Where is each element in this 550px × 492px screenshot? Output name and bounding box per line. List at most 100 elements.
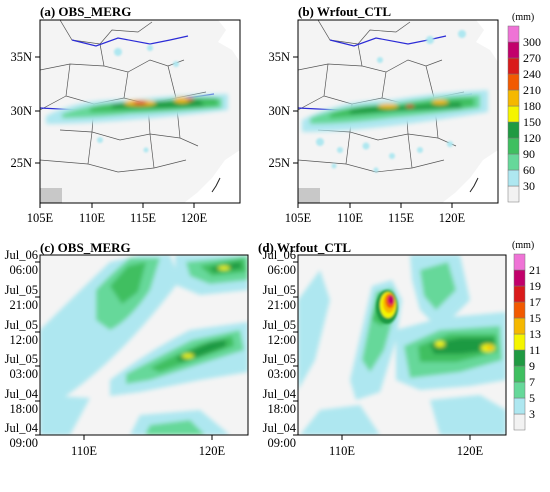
- panel-d-ytick-date: Jul_04: [263, 387, 297, 401]
- panel-c-ytick-time: 09:00: [10, 436, 38, 450]
- panel-c-ytick-time: 03:00: [10, 367, 38, 381]
- panel-a-title: (a) OBS_MERG: [40, 4, 131, 19]
- panel-d-ytick-time: 09:00: [268, 436, 296, 450]
- colorbar-bottom-label: 5: [529, 391, 535, 405]
- panel-a-xtick: 120E: [181, 211, 208, 225]
- panel-c-xtick: 110E: [71, 444, 97, 458]
- panel-a-ytick: 25N: [10, 156, 32, 170]
- panel-d: (d) Wrfout_CTL: [258, 240, 507, 458]
- panel-d-title: (d) Wrfout_CTL: [258, 240, 351, 255]
- panel-b: (b) Wrfout_CTL: [268, 4, 499, 225]
- panel-a-xtick: 110E: [79, 211, 105, 225]
- colorbar-top-label: 240: [523, 67, 541, 81]
- panel-a-xtick: 105E: [27, 211, 54, 225]
- panel-b-xtick: 105E: [285, 211, 312, 225]
- colorbar-top: 30 60 90 120 150 180 210 240 270 300: [507, 25, 541, 203]
- colorbar-bottom-swatch: [513, 349, 526, 367]
- colorbar-top-label: 150: [523, 115, 541, 129]
- panel-d-ytick-time: 06:00: [268, 263, 296, 277]
- colorbar-top-swatch: [507, 137, 520, 155]
- panel-d-ytick-time: 03:00: [268, 367, 296, 381]
- panel-c-ytick-labels: Jul_0606:00Jul_0521:00Jul_0512:00Jul_050…: [5, 248, 39, 450]
- panel-c-ytick-time: 18:00: [10, 402, 38, 416]
- panel-a: (a) OBS_MERG: [10, 4, 241, 225]
- panel-c: (c) OBS_MERG: [5, 240, 249, 458]
- panel-d-ytick-time: 12:00: [268, 333, 296, 347]
- colorbar-bottom-label: 21: [529, 263, 541, 277]
- colorbar-bottom-swatch: [513, 333, 526, 351]
- panel-b-ytick: 35N: [268, 50, 290, 64]
- colorbar-bottom-label: 17: [529, 295, 541, 309]
- panel-d-ytick-labels: Jul_0606:00Jul_0521:00Jul_0512:00Jul_050…: [263, 248, 297, 450]
- panel-d-ytick-time: 18:00: [268, 402, 296, 416]
- colorbar-bottom-swatch: [513, 301, 526, 319]
- panel-a-xtick: 115E: [130, 211, 156, 225]
- panel-b-title: (b) Wrfout_CTL: [298, 4, 391, 19]
- colorbar-top-label: 90: [523, 147, 535, 161]
- colorbar-bottom-label: 3: [529, 407, 535, 421]
- colorbar-bottom-unit: (mm): [512, 240, 534, 251]
- panel-d-ytick-date: Jul_06: [263, 248, 296, 262]
- colorbar-top-label: 300: [523, 35, 541, 49]
- panel-c-ytick-time: 06:00: [10, 263, 38, 277]
- colorbar-top-swatch: [507, 25, 520, 43]
- colorbar-bottom-swatch: [513, 365, 526, 383]
- panel-d-xtick: 110E: [329, 444, 355, 458]
- colorbar-bottom-swatch: [513, 253, 526, 271]
- panel-b-map: [298, 20, 498, 203]
- panel-c-title: (c) OBS_MERG: [40, 240, 131, 255]
- panel-b-xtick: 115E: [388, 211, 414, 225]
- panel-c-ytick-date: Jul_04: [5, 387, 39, 401]
- colorbar-top-swatch: [507, 73, 520, 91]
- colorbar-top-swatch: [507, 185, 520, 203]
- colorbar-top-label: 60: [523, 163, 535, 177]
- panel-d-ytick-date: Jul_05: [263, 318, 296, 332]
- panel-b-xtick: 110E: [337, 211, 363, 225]
- panel-c-ytick-time: 12:00: [10, 333, 38, 347]
- panel-b-xtick: 120E: [439, 211, 466, 225]
- colorbar-bottom-label: 9: [529, 359, 535, 373]
- colorbar-top-label: 210: [523, 83, 541, 97]
- colorbar-bottom-swatch: [513, 317, 526, 335]
- panel-d-xtick: 120E: [457, 444, 484, 458]
- colorbar-top-label: 120: [523, 131, 541, 145]
- panel-c-ytick-date: Jul_05: [5, 352, 38, 366]
- colorbar-bottom-swatch: [513, 285, 526, 303]
- colorbar-bottom-swatch: [513, 269, 526, 287]
- colorbar-bottom-label: 13: [529, 327, 541, 341]
- colorbar-top-unit: (mm): [512, 12, 534, 23]
- colorbar-bottom: 3 5 7 9 11 13 15 17 19 21: [513, 253, 541, 431]
- colorbar-top-swatch: [507, 121, 520, 139]
- panel-d-ytick-date: Jul_04: [263, 421, 297, 435]
- panel-c-xtick: 120E: [199, 444, 226, 458]
- panel-c-hovmoller: [40, 255, 248, 435]
- colorbar-top-swatch: [507, 41, 520, 59]
- panel-d-ytick-date: Jul_05: [263, 283, 296, 297]
- panel-d-ytick-date: Jul_05: [263, 352, 296, 366]
- panel-a-map: [40, 20, 240, 203]
- colorbar-bottom-label: 19: [529, 279, 541, 293]
- panel-b-ytick: 30N: [268, 104, 290, 118]
- panel-d-hovmoller: [298, 255, 506, 435]
- panel-d-ytick-time: 21:00: [268, 298, 296, 312]
- panel-c-ytick-date: Jul_06: [5, 248, 38, 262]
- colorbar-bottom-swatch: [513, 397, 526, 415]
- panel-a-ytick: 30N: [10, 104, 32, 118]
- panel-c-ytick-time: 21:00: [10, 298, 38, 312]
- panel-c-ytick-date: Jul_04: [5, 421, 39, 435]
- colorbar-top-label: 180: [523, 99, 541, 113]
- colorbar-top-swatch: [507, 105, 520, 123]
- colorbar-bottom-swatch: [513, 381, 526, 399]
- panel-c-ytick-date: Jul_05: [5, 318, 38, 332]
- colorbar-top-label: 30: [523, 179, 535, 193]
- panel-b-ytick: 25N: [268, 156, 290, 170]
- colorbar-top-swatch: [507, 57, 520, 75]
- panel-a-ytick: 35N: [10, 50, 32, 64]
- colorbar-top-label: 270: [523, 51, 541, 65]
- colorbar-bottom-label: 15: [529, 311, 541, 325]
- colorbar-bottom-swatch: [513, 413, 526, 431]
- colorbar-bottom-label: 7: [529, 375, 535, 389]
- colorbar-top-swatch: [507, 169, 520, 187]
- panel-c-ytick-date: Jul_05: [5, 283, 38, 297]
